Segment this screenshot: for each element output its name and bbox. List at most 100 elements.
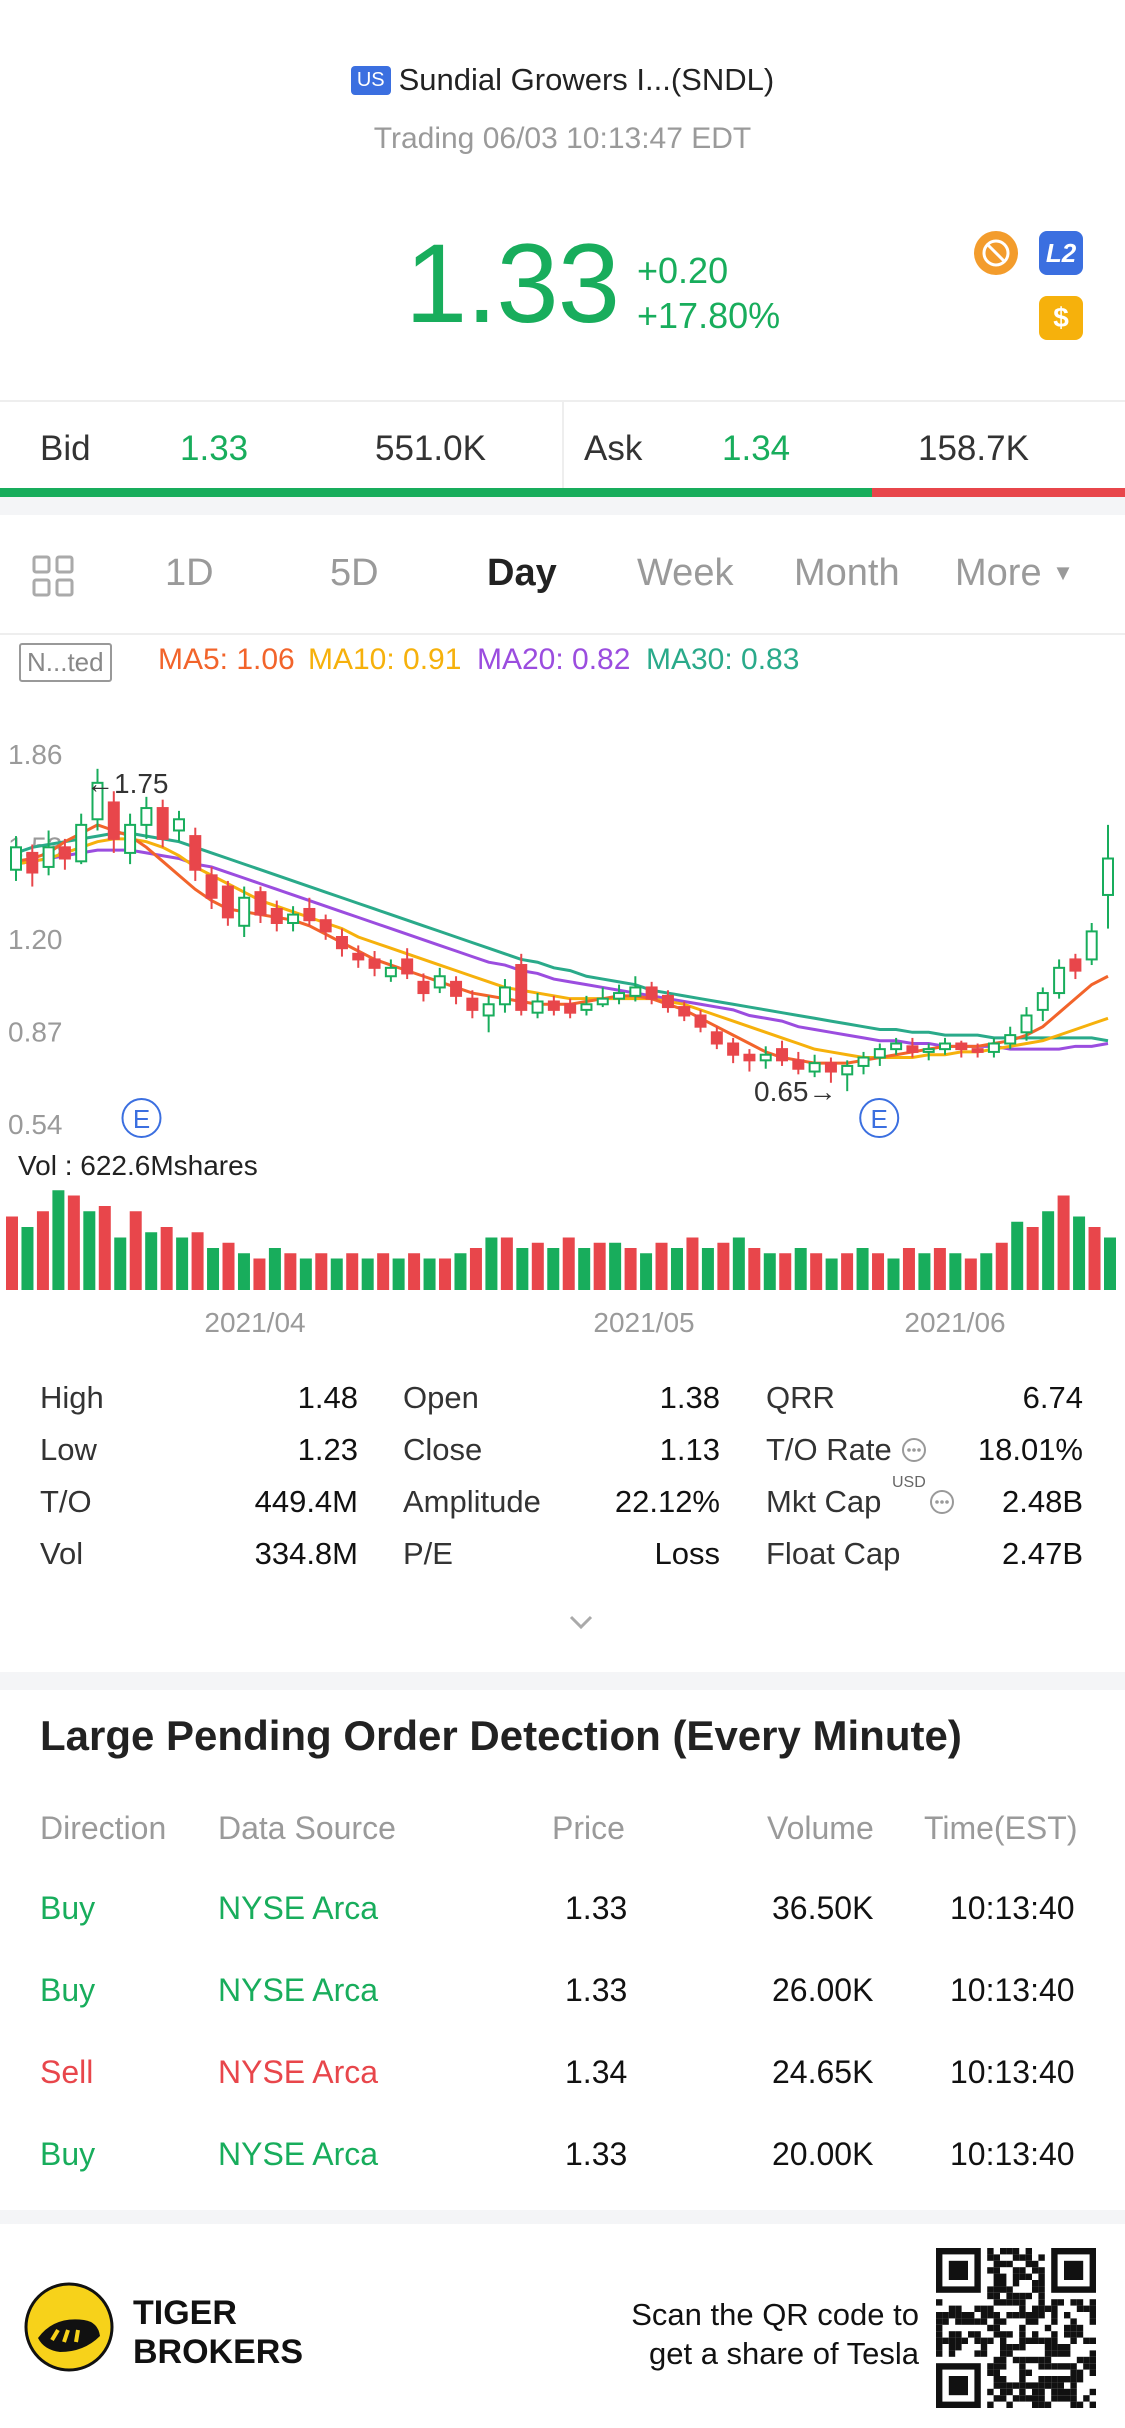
stat-value-open: 1.38 [659,1380,720,1415]
candle-body [401,958,414,975]
candlestick-chart[interactable]: 1.86 1.53 1.20 0.87 0.54 ←1.75 0.65→ E E Vol : 62… [0,690,1125,1340]
tab-day[interactable]: Day [487,552,557,594]
order-direction: Buy [40,2136,96,2172]
stat-value-close: 1.13 [659,1432,720,1467]
qr-module [1057,2363,1064,2370]
tab-month[interactable]: Month [794,552,900,594]
moving-average-legend: N...ted MA5: 1.06 MA10: 0.91 MA20: 0.82 … [0,643,1125,683]
promo-line2: get a share of Tesla [649,2335,919,2371]
quote-header: US Sundial Growers I...(SNDL) Trading 06/… [0,0,1125,400]
stat-value-float-cap: 2.47B [1001,1536,1083,1571]
qr-module [1038,2273,1045,2280]
tab-5d[interactable]: 5D [330,552,379,594]
qr-module [1025,2356,1032,2364]
volume-bar [717,1242,730,1290]
tab-1d[interactable]: 1D [165,552,214,594]
qr-module [1051,2376,1058,2383]
qr-module [1032,2286,1039,2293]
stat-label-amplitude: Amplitude [403,1484,541,1519]
qr-module [1000,2388,1007,2396]
qr-module [1076,2356,1084,2364]
stat-value-p-e: Loss [654,1536,720,1571]
qr-module [1019,2324,1026,2332]
stat-value-qrr: 6.74 [1022,1380,1083,1415]
candle-body [303,907,316,922]
volume-bar [825,1258,838,1290]
qr-module [1000,2350,1007,2357]
candle-body [987,1042,1000,1053]
dollar-icon[interactable]: $ [1039,296,1083,340]
qr-module [1064,2344,1071,2351]
change-percent: +17.80% [637,295,781,336]
volume-bar [933,1248,946,1290]
qr-module [1032,2382,1039,2389]
qr-module [1000,2376,1007,2383]
tab-week[interactable]: Week [637,552,734,594]
volume-bar [1042,1211,1055,1290]
qr-module [1070,2324,1077,2332]
qr-module [1051,2318,1058,2325]
stat-value-low: 1.23 [297,1432,358,1467]
candle-body [890,1042,903,1051]
ma5-line [15,823,1109,1065]
volume-bar [841,1253,854,1290]
expand-chevron-icon[interactable] [566,1612,596,1637]
bid-price: 1.33 [180,429,249,468]
qr-module [1089,2369,1096,2376]
qr-module [1012,2312,1020,2319]
brand-line1: TIGER [133,2294,237,2332]
order-direction: Sell [40,2054,94,2090]
candle-body [156,807,169,840]
qr-module [1076,2324,1084,2332]
info-icon[interactable] [900,1436,928,1472]
candle-body [1053,966,1066,995]
volume-label: Vol : 622.6Mshares [18,1150,258,1181]
qr-module [1089,2401,1096,2408]
stock-title[interactable]: US Sundial Growers I...(SNDL) [0,62,1125,98]
stat-value-t-o-rate: 18.01% [977,1432,1083,1467]
qr-module [1012,2356,1020,2364]
qr-module [1038,2337,1045,2344]
qr-module [980,2344,988,2351]
volume-bar [145,1232,158,1290]
order-volume: 20.00K [772,2136,874,2172]
qr-module [1051,2331,1058,2338]
level2-icon[interactable]: L2 [1039,231,1083,275]
qr-module [1038,2286,1045,2293]
candle-body [906,1045,919,1053]
candle-body [743,1053,756,1062]
qr-module [1038,2312,1045,2319]
candle-body [1069,958,1082,972]
last-price: 1.33 [405,221,620,346]
earnings-marker-icon [859,1098,900,1138]
candle-body [205,874,218,899]
bid-label: Bid [40,429,91,468]
qr-module [1032,2395,1039,2402]
col-time: Time(EST) [924,1810,1078,1846]
volume-bar [624,1248,637,1290]
qr-module [993,2280,1000,2287]
qr-module [993,2324,1000,2332]
info-icon[interactable] [928,1488,956,1524]
qr-module [1012,2267,1020,2274]
candle-body [319,919,332,933]
volume-bar [547,1248,560,1290]
stat-value-amplitude: 22.12% [614,1484,720,1519]
volume-bar [655,1242,668,1290]
stat-label-mkt-cap: Mkt Cap [766,1484,882,1519]
qr-code[interactable] [936,2248,1096,2408]
candle-body [287,913,300,924]
grid-layout-icon[interactable] [32,555,74,602]
x-tick-label: 2021/04 [204,1307,305,1338]
candle-body [727,1042,740,1056]
candle-body [531,1000,544,1014]
order-source: NYSE Arca [218,1972,379,2008]
volume-bar [856,1248,869,1290]
no-trade-icon[interactable] [974,231,1018,275]
large-pending-title: Large Pending Order Detection (Every Min… [40,1712,962,1759]
volume-bar [763,1253,776,1290]
volume-bar [995,1242,1008,1290]
tab-more[interactable]: More ▼ [955,552,1074,595]
indicator-selector[interactable]: N...ted [19,643,112,682]
volume-bar [1057,1195,1070,1290]
